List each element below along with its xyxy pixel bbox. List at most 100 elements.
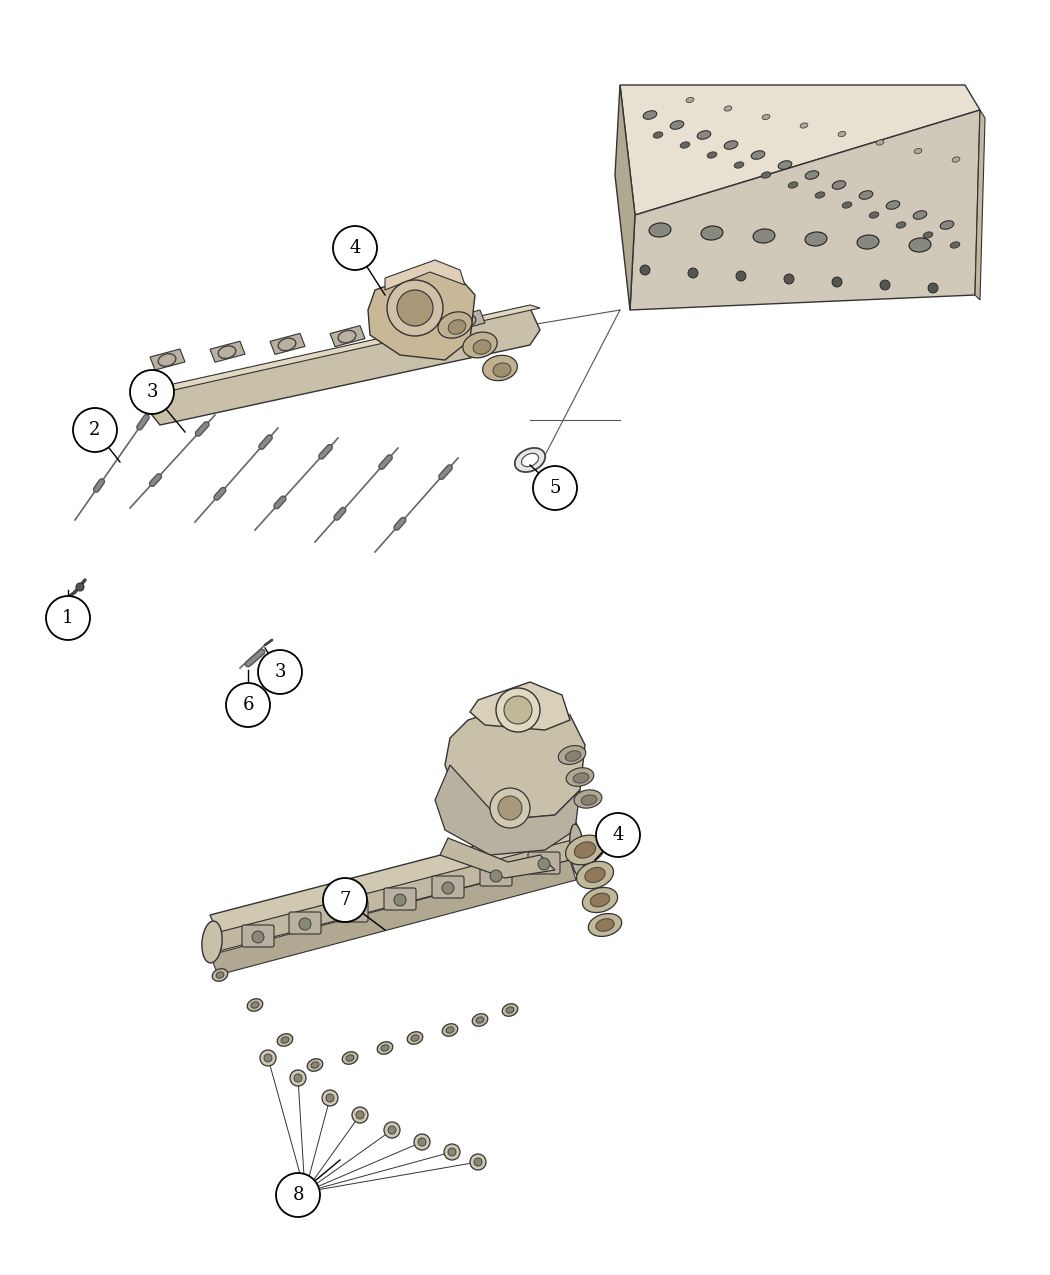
- Circle shape: [352, 1107, 367, 1123]
- Polygon shape: [435, 765, 580, 856]
- Circle shape: [832, 277, 842, 287]
- Ellipse shape: [581, 794, 597, 805]
- Circle shape: [418, 1139, 426, 1146]
- Circle shape: [388, 1126, 396, 1133]
- Circle shape: [474, 1158, 482, 1167]
- Circle shape: [444, 1144, 460, 1160]
- Circle shape: [260, 1051, 276, 1066]
- Ellipse shape: [377, 1042, 393, 1054]
- Polygon shape: [470, 682, 570, 731]
- Ellipse shape: [407, 1031, 423, 1044]
- Ellipse shape: [707, 152, 717, 158]
- Circle shape: [490, 870, 502, 882]
- FancyBboxPatch shape: [384, 887, 416, 910]
- Ellipse shape: [724, 140, 738, 149]
- Polygon shape: [210, 342, 245, 362]
- FancyBboxPatch shape: [242, 924, 274, 947]
- Ellipse shape: [448, 320, 466, 334]
- Ellipse shape: [463, 332, 498, 358]
- Ellipse shape: [649, 223, 671, 237]
- Ellipse shape: [247, 998, 262, 1011]
- Text: 7: 7: [339, 891, 351, 909]
- Ellipse shape: [805, 232, 827, 246]
- Ellipse shape: [590, 892, 610, 907]
- Ellipse shape: [381, 1046, 388, 1051]
- Ellipse shape: [595, 919, 614, 931]
- Ellipse shape: [346, 1054, 354, 1061]
- Ellipse shape: [886, 200, 900, 209]
- Polygon shape: [155, 305, 540, 391]
- Ellipse shape: [576, 862, 613, 889]
- Ellipse shape: [281, 1037, 289, 1043]
- Ellipse shape: [876, 140, 884, 145]
- Polygon shape: [630, 110, 980, 310]
- Ellipse shape: [308, 1058, 322, 1071]
- Polygon shape: [615, 85, 635, 310]
- Circle shape: [496, 688, 540, 732]
- Ellipse shape: [476, 1017, 484, 1023]
- Polygon shape: [148, 309, 540, 425]
- Ellipse shape: [573, 773, 589, 783]
- Ellipse shape: [412, 1035, 419, 1042]
- Polygon shape: [385, 260, 465, 289]
- Text: 4: 4: [350, 238, 361, 258]
- Circle shape: [299, 918, 311, 929]
- Ellipse shape: [833, 181, 846, 189]
- Polygon shape: [450, 310, 485, 332]
- Circle shape: [470, 1154, 486, 1170]
- Text: 2: 2: [89, 421, 101, 439]
- Ellipse shape: [800, 122, 807, 128]
- Ellipse shape: [909, 238, 931, 252]
- Text: 4: 4: [612, 826, 624, 844]
- Ellipse shape: [212, 969, 228, 982]
- Ellipse shape: [585, 867, 605, 882]
- Ellipse shape: [805, 171, 819, 180]
- Ellipse shape: [277, 1034, 293, 1047]
- Circle shape: [384, 1122, 400, 1139]
- Ellipse shape: [896, 222, 906, 228]
- Circle shape: [448, 1148, 456, 1156]
- Circle shape: [928, 283, 938, 293]
- Text: 3: 3: [274, 663, 286, 681]
- Ellipse shape: [697, 131, 711, 139]
- Text: 6: 6: [243, 696, 254, 714]
- Ellipse shape: [494, 363, 511, 377]
- Circle shape: [130, 370, 174, 414]
- Polygon shape: [390, 317, 425, 339]
- Polygon shape: [150, 349, 185, 370]
- Ellipse shape: [216, 972, 224, 978]
- Ellipse shape: [670, 121, 684, 129]
- Ellipse shape: [251, 1002, 259, 1009]
- Circle shape: [504, 696, 532, 724]
- Circle shape: [333, 226, 377, 270]
- Circle shape: [276, 1173, 320, 1218]
- Ellipse shape: [570, 824, 585, 876]
- Ellipse shape: [522, 454, 539, 467]
- Circle shape: [76, 583, 84, 592]
- Polygon shape: [440, 838, 555, 878]
- FancyBboxPatch shape: [289, 912, 321, 935]
- Ellipse shape: [869, 212, 879, 218]
- Ellipse shape: [914, 210, 927, 219]
- Circle shape: [490, 788, 530, 827]
- Polygon shape: [330, 325, 365, 347]
- Circle shape: [784, 274, 794, 284]
- Circle shape: [414, 1133, 430, 1150]
- Ellipse shape: [566, 835, 605, 864]
- Ellipse shape: [762, 115, 770, 120]
- Ellipse shape: [588, 914, 622, 936]
- Ellipse shape: [789, 182, 798, 189]
- Circle shape: [736, 272, 746, 280]
- Ellipse shape: [950, 242, 960, 249]
- Polygon shape: [208, 840, 578, 952]
- Ellipse shape: [923, 232, 932, 238]
- Ellipse shape: [761, 172, 771, 178]
- Circle shape: [538, 858, 550, 870]
- Ellipse shape: [514, 448, 545, 472]
- Ellipse shape: [442, 1024, 458, 1037]
- Ellipse shape: [502, 1003, 518, 1016]
- Ellipse shape: [842, 201, 852, 208]
- Polygon shape: [368, 270, 475, 360]
- Circle shape: [442, 882, 454, 894]
- Ellipse shape: [753, 230, 775, 244]
